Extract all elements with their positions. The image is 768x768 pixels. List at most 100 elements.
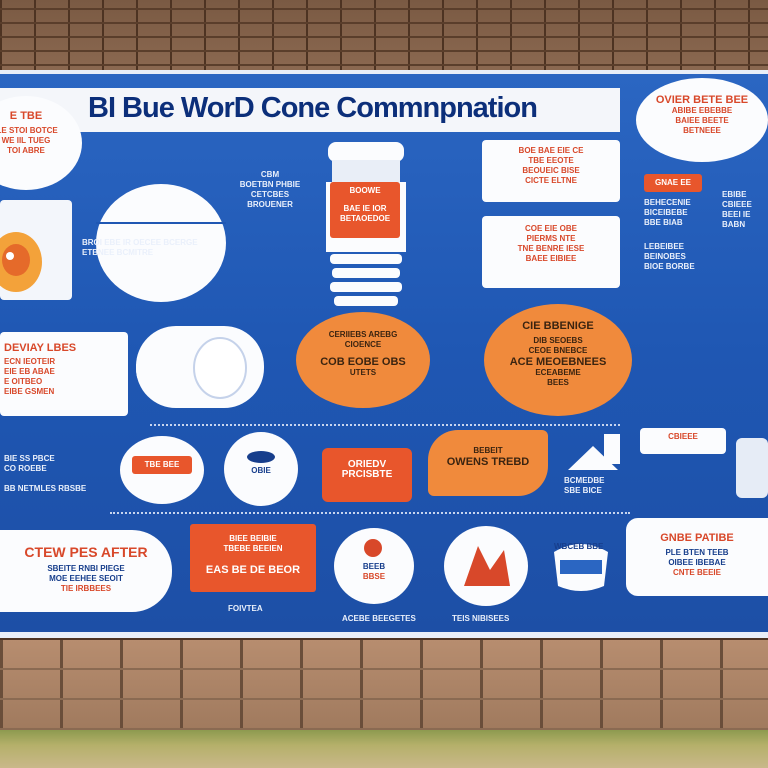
right-oval-line: ECEABEME bbox=[535, 368, 581, 377]
row3-card-3-line: ORIEDV bbox=[347, 460, 387, 470]
bottle-oval-line: UTETS bbox=[349, 368, 377, 377]
info-box-line: BOE BAE EIE CE bbox=[518, 146, 584, 155]
footer-left-text: FOIVTEA bbox=[228, 604, 263, 613]
row3-card-4-line: OWENS TREBD bbox=[446, 456, 530, 468]
left-oval-line: WE IIL TUEG bbox=[1, 136, 51, 145]
far-right-line: BIOE BORBE bbox=[644, 262, 695, 271]
food-icon bbox=[0, 232, 42, 292]
left-bottom-title: CTEW PES AFTER bbox=[24, 544, 148, 560]
far-right-side-line: CBIEEE bbox=[722, 200, 752, 209]
row4-box-line: BIEE BEIBIE bbox=[229, 534, 277, 543]
info-box-2: COE EIE OBE PIERMS NTE TNE BENRE IESE BA… bbox=[482, 216, 620, 288]
left-bottom-line: TIE IRBBEES bbox=[60, 584, 112, 593]
right-orange-oval: CIE BBENIGE DIB SEOEBS CEOE BNEBCE ACE M… bbox=[484, 304, 632, 416]
info-box-line: CICTE ELTNE bbox=[525, 176, 577, 185]
row4-badge-text: WBCEB BBE bbox=[554, 542, 604, 551]
bottle-label-line: BAE IE IOR bbox=[343, 204, 387, 213]
left-blue-line: BIE SS PBCE bbox=[4, 454, 55, 463]
right-oval-line: BEES bbox=[547, 378, 569, 387]
pig-icon bbox=[247, 451, 275, 463]
row3-house bbox=[560, 430, 626, 508]
info-box-line: PIERMS NTE bbox=[526, 234, 576, 243]
info-box-line: BEOUEIC BISE bbox=[522, 166, 580, 175]
info-box-line: BAEE EIBIEE bbox=[525, 254, 577, 263]
far-right-side-text: EBIBE CBIEEE BEEI IE BABN bbox=[722, 190, 752, 230]
row4-circle-2 bbox=[444, 526, 528, 606]
footer-mid-text: ACEBE BEEGETES bbox=[342, 614, 416, 623]
far-right-bottom-title: GNBE PATIBE bbox=[660, 532, 734, 544]
right-oval-line: CEOE BNEBCE bbox=[528, 346, 588, 355]
left-bottom-line: SBEITE RNBI PIEGE bbox=[47, 564, 125, 573]
far-right-bottom-line: CNTE BEEIE bbox=[672, 568, 721, 577]
row3-card-5-line: SBE BICE bbox=[564, 486, 602, 495]
left-blue-line: CO ROEBE bbox=[4, 464, 47, 473]
row3-card-4: BEBEIT OWENS TREBD bbox=[428, 430, 548, 496]
far-right-oval-line: ABIBE EBEBBE bbox=[671, 106, 733, 115]
left-mid-line: ECN IEOTEIR bbox=[4, 357, 56, 366]
far-right-oval-line: OVIER BETE BEE bbox=[655, 94, 749, 106]
dotted-divider bbox=[110, 512, 630, 514]
row3-card-4-line: BEBEIT bbox=[473, 446, 503, 455]
far-right-line: BEINOBES bbox=[644, 252, 686, 261]
bottle-oval-line: CERIIEBS AREBG bbox=[328, 330, 398, 339]
dotted-divider bbox=[150, 424, 620, 426]
row4-badge: WBCEB BBE bbox=[546, 526, 616, 598]
left-blue-line: BB NETMLES RBSBE bbox=[4, 484, 87, 493]
info-box-line: TBE EEOTE bbox=[528, 156, 574, 165]
house-icon bbox=[568, 434, 620, 470]
far-right-side-line: EBIBE bbox=[722, 190, 747, 199]
right-oval-line: DIB SEOEBS bbox=[533, 336, 583, 345]
left-bottom-line: MOE EEHEE SEOIT bbox=[49, 574, 123, 583]
row3-card-2-text: OBIE bbox=[251, 466, 271, 475]
row3-card-5: BCMEDBE SBE BICE bbox=[564, 476, 604, 496]
row3-card-3: ORIEDV PRCISBTE bbox=[322, 448, 412, 502]
right-oval-heading: CIE BBENIGE bbox=[522, 320, 594, 332]
row4-circle-1: BEEB BBSE bbox=[334, 528, 414, 604]
bottle-label: BOOWE BAE IE IOR BETAOEDOE bbox=[330, 182, 400, 238]
crest-icon bbox=[554, 544, 608, 591]
left-bottom-panel: CTEW PES AFTER SBEITE RNBI PIEGE MOE EEH… bbox=[0, 530, 172, 612]
info-box-1: BOE BAE EIE CE TBE EEOTE BEOUEIC BISE CI… bbox=[482, 140, 620, 202]
center-top-line: BROUENER bbox=[247, 200, 293, 209]
row3-card-3-line: PRCISBTE bbox=[341, 470, 393, 480]
far-right-side-line: BEEI IE bbox=[722, 210, 751, 219]
left-oval-tag: E TBE bbox=[9, 110, 43, 122]
bottle-oval-line: COB EOBE OBS bbox=[320, 356, 406, 368]
center-top-line: CETCBES bbox=[250, 190, 290, 199]
plate-circle bbox=[96, 184, 226, 302]
cup-icon bbox=[136, 337, 247, 399]
left-mid-line: EIBE GSMEN bbox=[4, 387, 55, 396]
far-right-oval: OVIER BETE BEE ABIBE EBEBBE BAIEE BEETE … bbox=[636, 78, 768, 162]
left-mid-panel: DEVIAY LBES ECN IEOTEIR EIE EB ABAE E OI… bbox=[0, 332, 128, 416]
far-right-oval-line: BAIEE BEETE bbox=[675, 116, 729, 125]
center-top-text: CBM BOETBN PHBIE CETCBES BROUENER bbox=[230, 170, 310, 210]
center-top-line: BOETBN PHBIE bbox=[239, 180, 301, 189]
bottle-label-line: BETAOEDOE bbox=[339, 214, 391, 223]
row4-box-line: EAS BE DE BEOR bbox=[205, 564, 301, 576]
far-right-tag: GNAE EE bbox=[644, 174, 702, 192]
far-right-bottom-panel: GNBE PATIBE PLE BTEN TEEB OIBEE IBEBAE C… bbox=[626, 518, 768, 596]
ground bbox=[0, 730, 768, 768]
bottle-label-line: BOOWE bbox=[349, 186, 381, 195]
bottle-oval: CERIIEBS AREBG CIOENCE COB EOBE OBS UTET… bbox=[296, 312, 430, 408]
far-right-tag-text: GNAE EE bbox=[654, 178, 691, 187]
brick-wall-bottom bbox=[0, 640, 768, 730]
info-box-line: COE EIE OBE bbox=[524, 224, 577, 233]
row4-circle-1-text: BBSE bbox=[362, 572, 386, 581]
row3-card-2: OBIE bbox=[224, 432, 298, 506]
plate-caption-line: BROI EBE IR OECEE BCERGE bbox=[82, 238, 198, 247]
far-right-line: BICEIBEBE bbox=[644, 208, 688, 217]
far-right-box: CBIEEE bbox=[640, 428, 726, 454]
left-mid-title: DEVIAY LBES bbox=[4, 342, 77, 354]
center-top-heading: CBM bbox=[260, 170, 280, 179]
plate-caption: BROI EBE IR OECEE BCERGE ETBNEE BCMITRE bbox=[82, 238, 198, 258]
far-right-side-line: BABN bbox=[722, 220, 746, 229]
far-right-oval-line: BETNEEE bbox=[683, 126, 721, 135]
row3-card-1-text: TBE BEE bbox=[144, 460, 180, 469]
left-food-image bbox=[0, 200, 72, 300]
plate-caption-line: ETBNEE BCMITRE bbox=[82, 248, 154, 257]
left-blue-text: BIE SS PBCE CO ROEBE BB NETMLES RBSBE bbox=[4, 454, 86, 494]
cup-panel bbox=[136, 326, 264, 408]
far-right-line: BEHECENIE bbox=[644, 198, 691, 207]
billboard-title: BI Bue WorD Cone Commnpnation bbox=[84, 92, 541, 125]
